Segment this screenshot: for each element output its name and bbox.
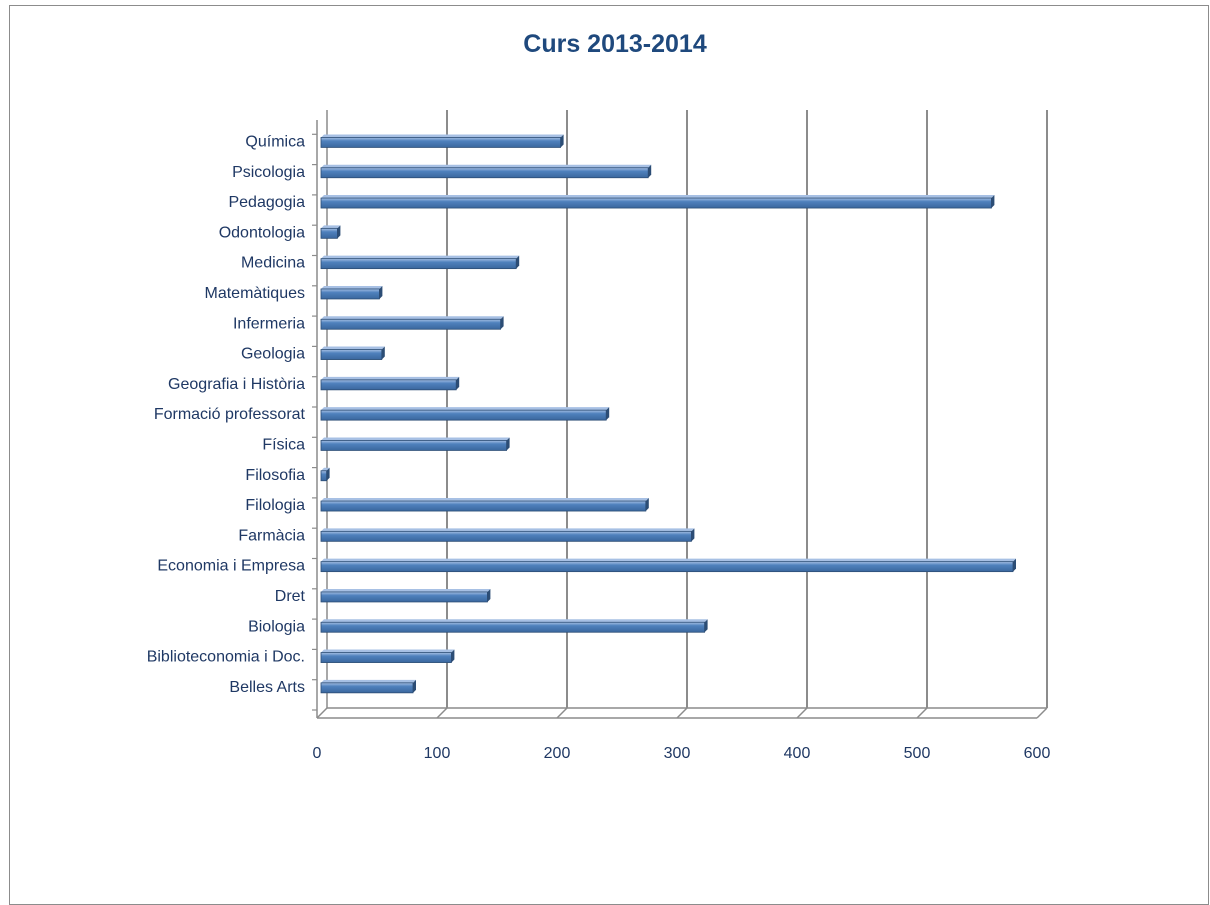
bar-end-face	[326, 467, 330, 481]
bar-end-face	[516, 255, 520, 269]
bar	[320, 621, 706, 633]
floor-tick	[436, 707, 448, 719]
bar	[320, 349, 383, 360]
axis-layer	[312, 110, 1048, 719]
chart-frame	[9, 5, 1209, 905]
bar	[320, 379, 457, 391]
bar-top-face	[321, 195, 995, 199]
bar-top-face	[321, 255, 520, 259]
bar	[320, 500, 647, 512]
category-label: Belles Arts	[229, 679, 305, 696]
bar-top-face	[321, 498, 649, 502]
bar	[320, 652, 452, 663]
x-tick-label: 200	[544, 745, 571, 762]
floor-tick	[796, 707, 808, 719]
bar-chart: 0 100 200 300 400 500 600 Belles Arts Biblioteco…	[147, 110, 1051, 762]
bar	[320, 197, 992, 209]
bar-end-face	[606, 407, 610, 421]
bar	[320, 137, 562, 148]
bar	[320, 409, 607, 421]
x-tick-label: 400	[784, 745, 811, 762]
bar-top-face	[321, 285, 383, 289]
bar-top-face	[321, 467, 330, 471]
x-tick-label: 0	[313, 745, 322, 762]
bar-top-face	[321, 588, 491, 592]
category-label: Biblioteconomia i Doc.	[147, 649, 305, 666]
bar-top-face	[321, 346, 385, 350]
bar-end-face	[413, 679, 416, 693]
bar-end-face	[691, 528, 695, 542]
bar-end-face	[645, 498, 649, 512]
bar	[320, 288, 380, 300]
category-label: Física	[262, 436, 305, 453]
bar-top-face	[321, 225, 341, 229]
x-tick-label: 600	[1024, 745, 1051, 762]
floor-tick	[316, 707, 328, 719]
bar-top-face	[321, 679, 416, 683]
category-label: Infermeria	[233, 315, 305, 332]
bar-end-face	[648, 164, 652, 178]
category-label: Psicologia	[232, 164, 305, 181]
x-tick-label: 100	[424, 745, 451, 762]
bar	[320, 530, 692, 542]
chart-title: Curs 2013-2014	[523, 30, 707, 58]
bar-end-face	[500, 316, 504, 330]
category-label: Formació professorat	[154, 406, 306, 423]
category-label: Farmàcia	[238, 527, 305, 544]
bar-end-face	[506, 437, 510, 451]
label-layer: 0 100 200 300 400 500 600 Belles Arts Biblioteco…	[147, 133, 1051, 762]
bar-end-face	[1013, 558, 1016, 572]
bar-top-face	[321, 558, 1016, 562]
category-label: Biologia	[248, 618, 305, 635]
bar	[320, 682, 414, 694]
bar-end-face	[456, 376, 460, 390]
category-label: Dret	[275, 588, 306, 605]
bar-end-face	[451, 649, 455, 663]
bar-top-face	[321, 528, 695, 532]
bar-top-face	[321, 619, 708, 623]
category-label: Odontologia	[219, 224, 305, 241]
bar-top-face	[321, 437, 510, 441]
bar-top-face	[321, 649, 455, 653]
bar	[320, 227, 338, 239]
category-label: Geologia	[241, 346, 305, 363]
bar-top-face	[321, 376, 460, 380]
floor-tick	[676, 707, 688, 719]
category-label: Filologia	[245, 497, 305, 514]
bar-end-face	[991, 195, 995, 209]
bar-end-face	[337, 225, 341, 239]
bar	[320, 440, 508, 451]
bar-end-face	[379, 285, 383, 299]
floor-tick	[916, 707, 928, 719]
category-label: Pedagogia	[228, 194, 305, 211]
bar-end-face	[560, 134, 564, 148]
category-label: Medicina	[241, 255, 305, 272]
category-label: Geografia i Història	[168, 376, 305, 393]
category-label: Química	[245, 133, 305, 150]
bar-end-face	[381, 346, 385, 360]
bar-end-face	[704, 619, 708, 633]
bar	[320, 318, 502, 330]
bar-top-face	[321, 407, 610, 411]
bar-end-face	[487, 588, 491, 602]
x-tick-label: 500	[904, 745, 931, 762]
floor-tick	[1036, 707, 1048, 719]
bar	[320, 167, 649, 179]
category-label: Filosofia	[245, 467, 305, 484]
bar	[320, 591, 488, 603]
bar	[320, 258, 517, 270]
bar-top-face	[321, 134, 564, 138]
category-label: Economia i Empresa	[157, 558, 305, 575]
category-label: Matemàtiques	[205, 285, 306, 302]
floor-tick	[556, 707, 568, 719]
x-tick-label: 300	[664, 745, 691, 762]
bar	[320, 561, 1014, 573]
bar-top-face	[321, 316, 504, 320]
bar-top-face	[321, 164, 652, 168]
bar-layer	[320, 134, 1016, 694]
bar	[320, 470, 327, 482]
